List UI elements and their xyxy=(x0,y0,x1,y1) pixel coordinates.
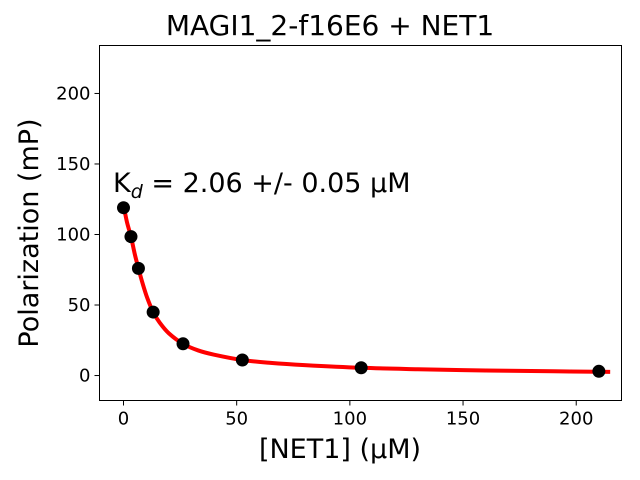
kd-annotation: Kd = 2.06 +/- 0.05 μM xyxy=(113,168,411,203)
data-point xyxy=(235,353,249,367)
y-axis-label: Polarization (mP) xyxy=(14,118,45,347)
plot-frame xyxy=(99,45,622,401)
data-point xyxy=(354,361,368,375)
x-tick-label: 50 xyxy=(225,409,248,430)
data-point xyxy=(124,230,138,244)
y-tick-label: 100 xyxy=(56,224,90,245)
kd-value: = 2.06 +/- 0.05 xyxy=(143,168,370,199)
x-tick-label: 200 xyxy=(559,409,593,430)
data-point xyxy=(176,337,190,351)
x-tick-label: 150 xyxy=(446,409,480,430)
x-tick-label: 0 xyxy=(118,409,129,430)
fit-curve xyxy=(121,204,611,374)
y-tick-label: 200 xyxy=(56,83,90,104)
data-point xyxy=(131,261,145,275)
kd-subscript: d xyxy=(131,181,144,203)
y-tick-label: 50 xyxy=(68,295,91,316)
x-tick-label: 100 xyxy=(333,409,367,430)
x-axis-label: [NET1] (μM) xyxy=(259,434,421,465)
kd-unit: μM xyxy=(370,168,410,199)
data-point xyxy=(592,364,606,378)
y-tick-label: 0 xyxy=(79,366,90,387)
data-point xyxy=(146,305,160,319)
data-point xyxy=(116,201,130,215)
y-tick-label: 150 xyxy=(56,154,90,175)
kd-k: K xyxy=(113,168,132,199)
chart-title: MAGI1_2-f16E6 + NET1 xyxy=(166,9,494,42)
